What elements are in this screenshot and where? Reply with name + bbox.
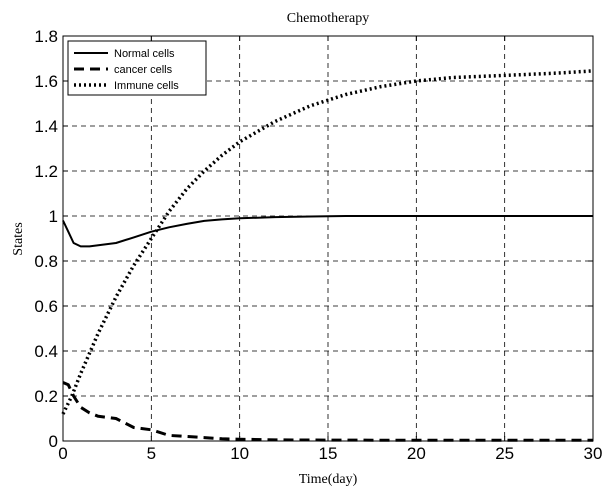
y-tick-label: 1.4 bbox=[34, 117, 58, 136]
ticks: 0 5 10 15 20 25 30 0 0.2 0.4 0.6 0.8 1 1.2 1.4 1.6 1.8 bbox=[34, 27, 602, 463]
grid bbox=[63, 36, 593, 441]
x-tick-label: 10 bbox=[230, 444, 249, 463]
y-tick-label: 0.8 bbox=[34, 252, 58, 271]
x-tick-label: 25 bbox=[495, 444, 514, 463]
y-tick-label: 0 bbox=[49, 432, 58, 451]
x-tick-label: 30 bbox=[584, 444, 603, 463]
x-tick-label: 15 bbox=[319, 444, 338, 463]
y-tick-label: 1.6 bbox=[34, 72, 58, 91]
y-tick-label: 0.4 bbox=[34, 342, 58, 361]
y-tick-label: 1.8 bbox=[34, 27, 58, 46]
chart-title: Chemotherapy bbox=[287, 11, 369, 26]
legend: Normal cells cancer cells Immune cells bbox=[67, 40, 207, 96]
x-tick-label: 0 bbox=[58, 444, 67, 463]
legend-label-1: Normal cells bbox=[114, 48, 175, 60]
series-line-3 bbox=[61, 69, 594, 415]
plot-area bbox=[61, 69, 594, 442]
y-tick-label: 1 bbox=[49, 207, 58, 226]
y-tick-label: 0.6 bbox=[34, 297, 58, 316]
x-tick-label: 20 bbox=[407, 444, 426, 463]
y-tick-label: 0.2 bbox=[34, 387, 58, 406]
x-tick-label: 5 bbox=[147, 444, 156, 463]
series-line-1 bbox=[62, 215, 593, 248]
y-tick-label: 1.2 bbox=[34, 162, 58, 181]
legend-label-3: Immune cells bbox=[114, 80, 179, 92]
legend-label-2: cancer cells bbox=[114, 64, 173, 76]
x-axis-label: Time(day) bbox=[299, 472, 358, 487]
y-axis-label: States bbox=[11, 222, 26, 255]
